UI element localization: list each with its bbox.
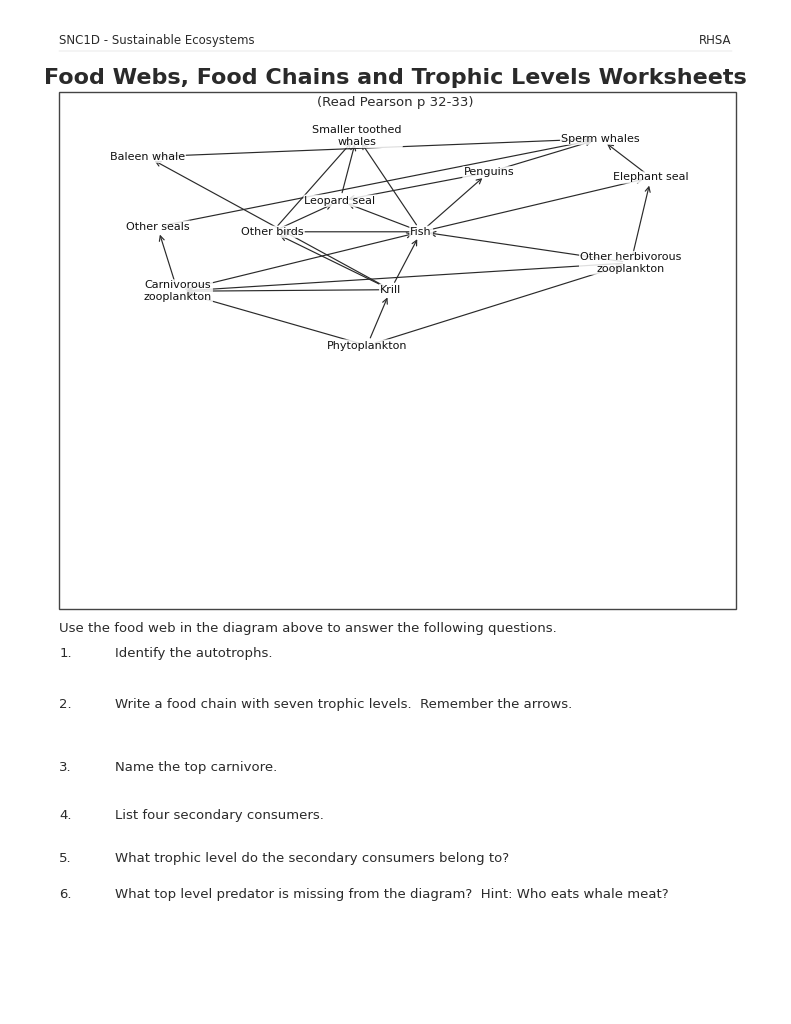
Text: What top level predator is missing from the diagram?  Hint: Who eats whale meat?: What top level predator is missing from … (115, 888, 668, 901)
Text: List four secondary consumers.: List four secondary consumers. (115, 809, 324, 822)
Text: Name the top carnivore.: Name the top carnivore. (115, 761, 277, 774)
Text: 3.: 3. (59, 761, 72, 774)
Text: Phytoplankton: Phytoplankton (327, 341, 407, 350)
Text: Food Webs, Food Chains and Trophic Levels Worksheets: Food Webs, Food Chains and Trophic Level… (44, 68, 747, 88)
Text: Write a food chain with seven trophic levels.  Remember the arrows.: Write a food chain with seven trophic le… (115, 698, 572, 712)
Text: Carnivorous
zooplankton: Carnivorous zooplankton (143, 281, 212, 302)
Text: 1.: 1. (59, 647, 72, 660)
Text: 4.: 4. (59, 809, 72, 822)
FancyBboxPatch shape (59, 92, 736, 609)
Text: Baleen whale: Baleen whale (110, 152, 185, 162)
Text: Sperm whales: Sperm whales (561, 134, 640, 143)
Text: RHSA: RHSA (699, 34, 732, 47)
Text: (Read Pearson p 32-33): (Read Pearson p 32-33) (317, 96, 474, 110)
Text: Smaller toothed
whales: Smaller toothed whales (312, 125, 402, 146)
Text: Use the food web in the diagram above to answer the following questions.: Use the food web in the diagram above to… (59, 622, 557, 635)
Text: Other seals: Other seals (126, 221, 189, 231)
Text: What trophic level do the secondary consumers belong to?: What trophic level do the secondary cons… (115, 852, 509, 865)
Text: 6.: 6. (59, 888, 72, 901)
Text: Leopard seal: Leopard seal (305, 196, 376, 206)
Text: 2.: 2. (59, 698, 72, 712)
Text: Identify the autotrophs.: Identify the autotrophs. (115, 647, 272, 660)
Text: Fish: Fish (411, 226, 432, 237)
Text: Other birds: Other birds (241, 226, 304, 237)
Text: Penguins: Penguins (464, 167, 514, 177)
Text: Other herbivorous
zooplankton: Other herbivorous zooplankton (580, 252, 682, 273)
Text: SNC1D - Sustainable Ecosystems: SNC1D - Sustainable Ecosystems (59, 34, 255, 47)
Text: Krill: Krill (380, 285, 401, 295)
Text: 5.: 5. (59, 852, 72, 865)
Text: Elephant seal: Elephant seal (613, 172, 689, 182)
